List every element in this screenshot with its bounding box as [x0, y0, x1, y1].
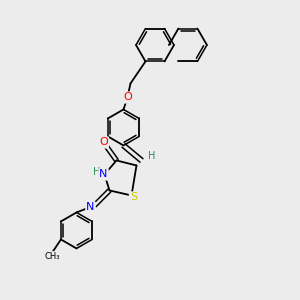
- Text: H: H: [93, 167, 100, 178]
- Text: O: O: [123, 92, 132, 103]
- Text: CH₃: CH₃: [44, 252, 60, 261]
- Text: H: H: [148, 152, 155, 161]
- Text: S: S: [130, 193, 137, 202]
- Text: N: N: [99, 169, 108, 179]
- Text: O: O: [99, 137, 108, 148]
- Text: N: N: [86, 202, 95, 212]
